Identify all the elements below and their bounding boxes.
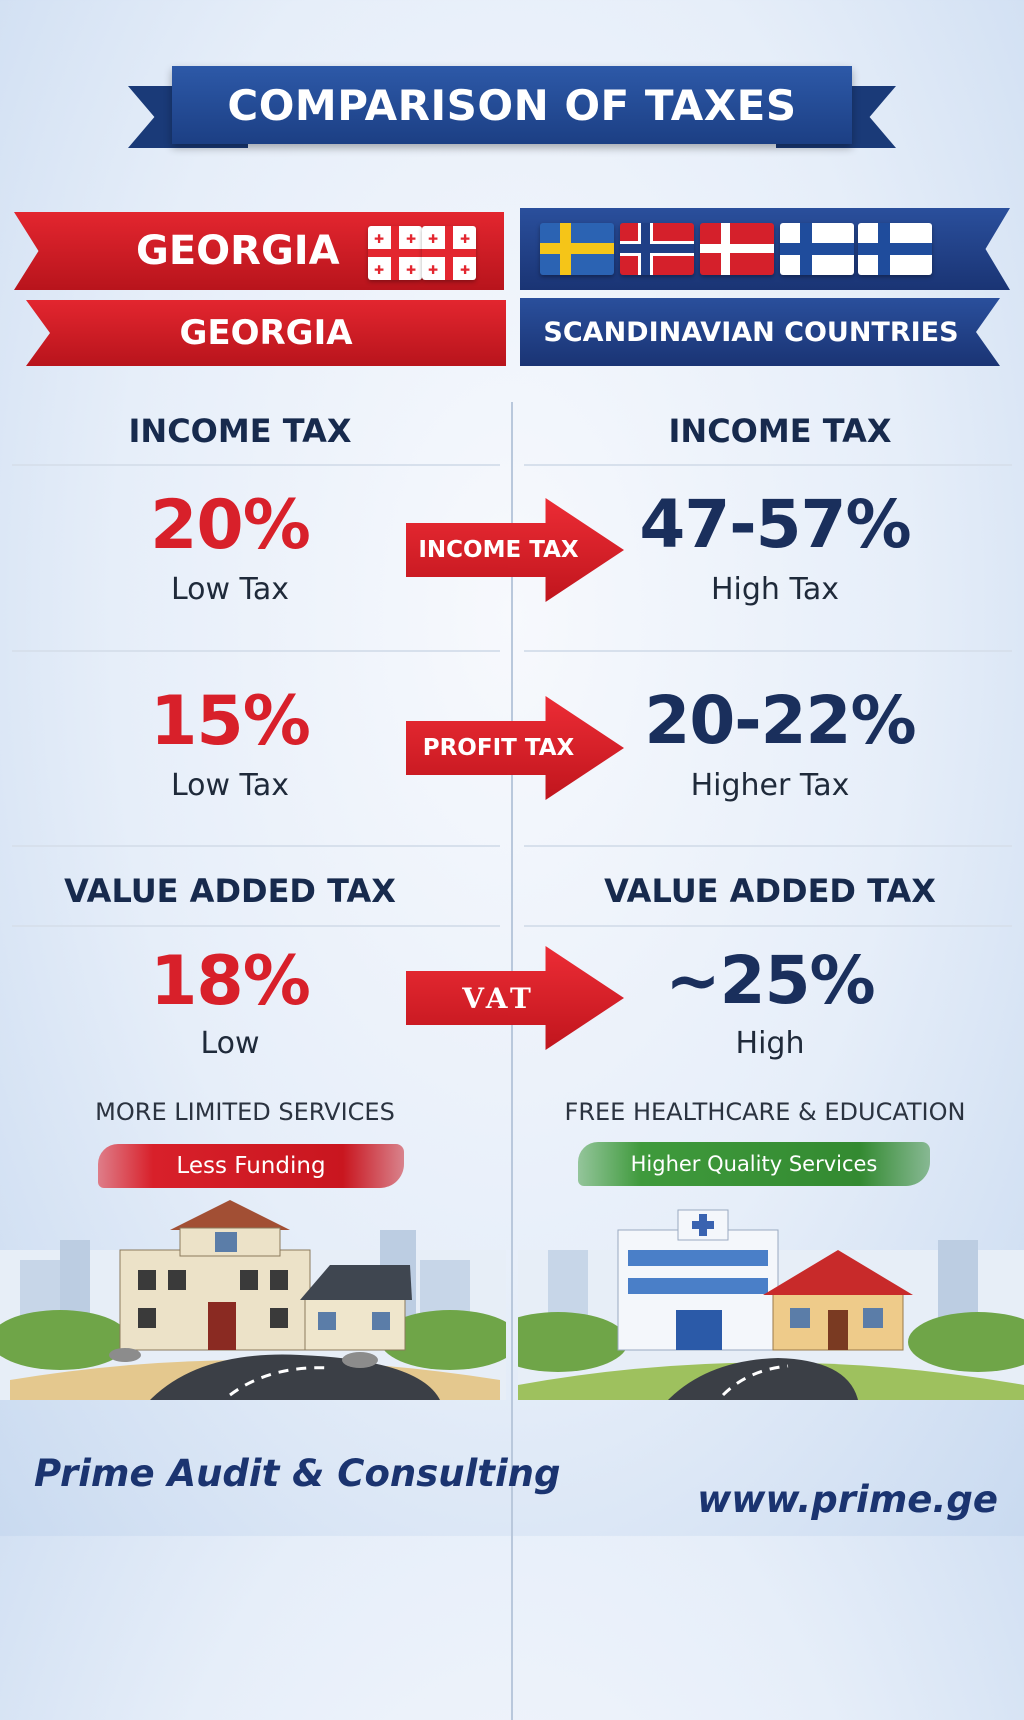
georgia-profit-tax-note: Low Tax bbox=[170, 768, 290, 803]
row-separator bbox=[524, 845, 1012, 847]
row-separator bbox=[524, 650, 1012, 652]
center-divider bbox=[511, 402, 513, 1720]
income-tax-arrow-label: INCOME TAX bbox=[418, 537, 579, 563]
georgia-town-illustration bbox=[0, 1200, 506, 1400]
georgia-vat-heading: VALUE ADDED TAX bbox=[64, 872, 396, 910]
georgia-flag-icon: ✚ ✚ ✚ ✚ bbox=[368, 226, 422, 280]
scandinavian-banner-bottom-label: SCANDINAVIAN COUNTRIES bbox=[543, 316, 959, 348]
row-separator bbox=[524, 464, 1012, 466]
svg-text:✚: ✚ bbox=[406, 232, 416, 246]
georgia-income-tax-value: 20% bbox=[150, 486, 311, 565]
profit-tax-arrow: PROFIT TAX bbox=[406, 696, 624, 800]
georgia-banner-bottom-label: GEORGIA bbox=[179, 313, 353, 353]
scandinavia-income-tax-heading: INCOME TAX bbox=[668, 412, 892, 450]
scandinavia-services-tag-label: Higher Quality Services bbox=[630, 1152, 878, 1176]
georgia-income-tax-note: Low Tax bbox=[170, 572, 290, 607]
svg-text:✚: ✚ bbox=[374, 263, 384, 277]
row-separator bbox=[12, 464, 500, 466]
row-separator bbox=[524, 925, 1012, 927]
website-link[interactable]: www.prime.ge bbox=[697, 1478, 998, 1521]
scandinavia-vat-heading: VALUE ADDED TAX bbox=[604, 872, 936, 910]
finland-flag-icon bbox=[780, 223, 854, 275]
svg-text:✚: ✚ bbox=[406, 263, 416, 277]
scandinavian-banner-bottom: SCANDINAVIAN COUNTRIES bbox=[520, 298, 1000, 366]
georgia-services-tag: Less Funding bbox=[98, 1144, 404, 1188]
profit-tax-arrow-label: PROFIT TAX bbox=[422, 735, 575, 761]
norway-flag-icon bbox=[620, 223, 694, 275]
row-separator bbox=[12, 650, 500, 652]
scandinavia-income-tax-value: 47-57% bbox=[639, 486, 911, 563]
georgia-vat-note: Low bbox=[200, 1026, 260, 1061]
scandinavia-profit-tax-value: 20-22% bbox=[644, 682, 916, 759]
denmark-flag-icon bbox=[700, 223, 774, 275]
row-separator bbox=[12, 845, 500, 847]
svg-text:✚: ✚ bbox=[460, 263, 470, 277]
scandinavia-vat-value: ~25% bbox=[665, 942, 875, 1019]
svg-text:✚: ✚ bbox=[428, 263, 438, 277]
company-name: Prime Audit & Consulting bbox=[34, 1452, 561, 1495]
georgia-profit-tax-value: 15% bbox=[150, 682, 311, 761]
page-title: COMPARISON OF TAXES bbox=[172, 66, 852, 144]
vat-arrow-label: VAT bbox=[462, 981, 535, 1015]
scandinavia-income-tax-note: High Tax bbox=[711, 572, 839, 607]
finland-flag-icon bbox=[858, 223, 932, 275]
scandinavia-profit-tax-note: Higher Tax bbox=[690, 768, 850, 803]
scandinavia-vat-note: High bbox=[735, 1026, 805, 1061]
svg-text:✚: ✚ bbox=[374, 232, 384, 246]
georgia-vat-value: 18% bbox=[150, 942, 311, 1021]
scandinavia-services-heading: FREE HEALTHCARE & EDUCATION bbox=[564, 1098, 966, 1126]
income-tax-arrow: INCOME TAX bbox=[406, 498, 624, 602]
scandinavia-services-tag: Higher Quality Services bbox=[578, 1142, 930, 1186]
row-separator bbox=[12, 925, 500, 927]
sweden-flag-icon bbox=[540, 223, 614, 275]
georgia-services-heading: MORE LIMITED SERVICES bbox=[95, 1098, 395, 1126]
scandinavia-town-illustration bbox=[518, 1209, 1024, 1400]
svg-text:✚: ✚ bbox=[428, 232, 438, 246]
georgia-income-tax-heading: INCOME TAX bbox=[128, 412, 352, 450]
georgia-banner-top-label: GEORGIA bbox=[136, 228, 340, 274]
svg-text:✚: ✚ bbox=[460, 232, 470, 246]
georgia-flag-icon: ✚ ✚ ✚ ✚ bbox=[422, 226, 476, 280]
vat-arrow: VAT bbox=[406, 946, 624, 1050]
georgia-banner-bottom: GEORGIA bbox=[26, 300, 506, 366]
georgia-services-tag-label: Less Funding bbox=[176, 1153, 326, 1179]
